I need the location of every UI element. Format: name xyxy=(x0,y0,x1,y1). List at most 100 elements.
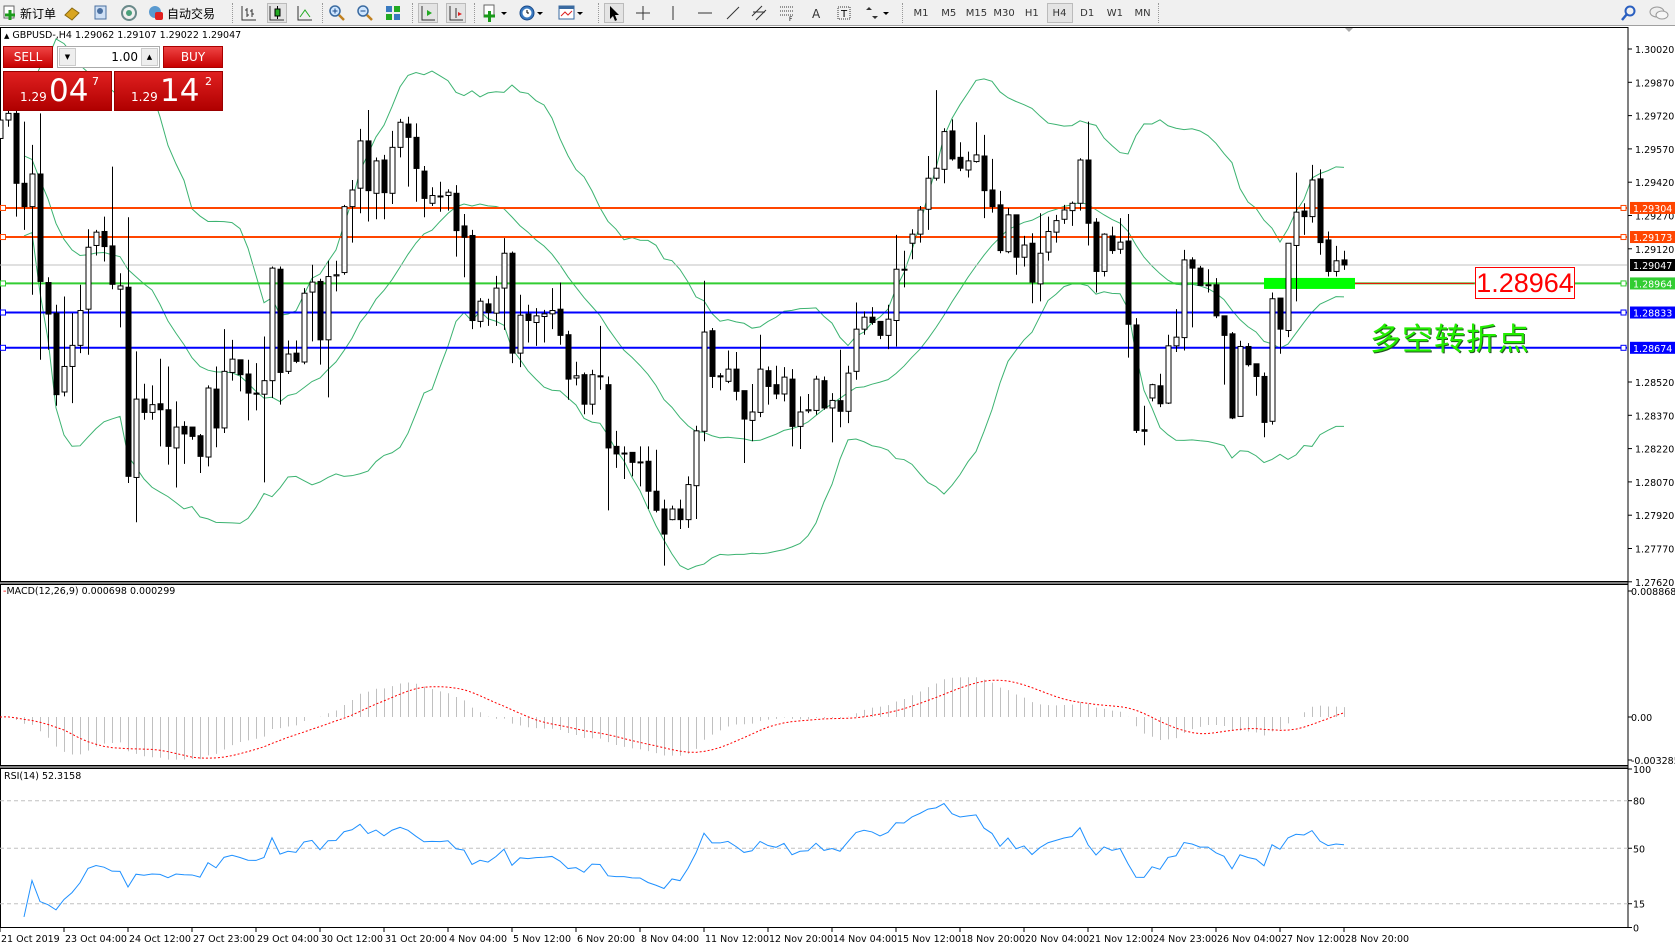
lot-input[interactable] xyxy=(78,48,140,66)
timeframe-h1[interactable]: H1 xyxy=(1024,7,1039,19)
lot-increase-button[interactable]: ▲ xyxy=(141,48,158,66)
crosshair-button[interactable] xyxy=(634,3,652,23)
tile-windows-button[interactable] xyxy=(384,3,402,23)
search-button[interactable] xyxy=(1620,3,1638,23)
candle xyxy=(1181,249,1188,351)
candle-body-bear xyxy=(661,508,668,535)
timeframe-m30[interactable]: M30 xyxy=(993,7,1015,19)
candlestick-icon xyxy=(269,6,284,21)
candle xyxy=(1341,250,1348,270)
timeframe-w1[interactable]: W1 xyxy=(1106,7,1124,19)
x-tick-label: 5 Nov 12:00 xyxy=(513,934,571,945)
candlestick-button[interactable] xyxy=(267,3,287,23)
sell-price-pip: 7 xyxy=(92,75,99,88)
candle-body-bull xyxy=(829,399,836,409)
candle xyxy=(1309,164,1316,223)
chart-shift-button[interactable] xyxy=(446,3,466,23)
candle-body-bear xyxy=(461,225,468,238)
candle xyxy=(13,106,20,217)
x-tick-label: 27 Oct 23:00 xyxy=(193,934,255,945)
candle-body-bull xyxy=(389,146,396,194)
line-anchor-handle[interactable] xyxy=(0,309,6,316)
lot-stepper[interactable]: ▼ ▲ xyxy=(57,46,160,68)
timeframe-mn[interactable]: MN xyxy=(1134,7,1151,19)
candle-body-bull xyxy=(1309,179,1316,218)
arrows-button[interactable] xyxy=(864,3,890,23)
line-anchor-handle[interactable] xyxy=(1620,344,1627,351)
y-tick-label: 1.29870 xyxy=(1635,78,1674,89)
candle xyxy=(269,266,276,398)
bar-chart-button[interactable] xyxy=(240,3,258,23)
line-anchor-handle[interactable] xyxy=(0,234,6,241)
collapse-triangle-icon[interactable]: ▲ xyxy=(4,32,10,40)
candle xyxy=(325,260,332,398)
annotation-text[interactable]: 多空转折点 xyxy=(1370,322,1530,358)
candle-body-bear xyxy=(37,173,44,282)
timeframe-m5[interactable]: M5 xyxy=(941,7,957,19)
horizontal-line-button[interactable] xyxy=(696,3,714,23)
candle xyxy=(301,288,308,365)
candle xyxy=(989,158,996,213)
fibonacci-button[interactable]: F xyxy=(778,3,796,23)
line-anchor-handle[interactable] xyxy=(1620,204,1627,211)
auto-scroll-button[interactable] xyxy=(418,3,438,23)
timeframe-d1[interactable]: D1 xyxy=(1080,7,1095,19)
timeframe-m15[interactable]: M15 xyxy=(965,7,988,19)
line-anchor-handle[interactable] xyxy=(0,280,6,287)
candle xyxy=(1093,218,1100,293)
annotation-price-box[interactable]: 1.28964 xyxy=(1475,267,1575,299)
candle-body-bear xyxy=(181,425,188,435)
timeframe-h4[interactable]: H4 xyxy=(1046,3,1073,23)
indicators-button[interactable] xyxy=(482,3,508,23)
templates-button[interactable] xyxy=(558,3,584,23)
cursor-button[interactable] xyxy=(604,3,624,23)
candle xyxy=(157,358,164,447)
line-anchor-handle[interactable] xyxy=(1620,234,1627,241)
timeframe-m1[interactable]: M1 xyxy=(913,7,929,19)
line-anchor-handle[interactable] xyxy=(1620,309,1627,316)
candle-body-bear xyxy=(197,435,204,457)
candle-body-bull xyxy=(501,252,508,289)
candle-body-bear xyxy=(637,461,644,464)
gold-button[interactable] xyxy=(63,3,81,23)
buy-price[interactable]: 1.29 14 2 xyxy=(114,71,223,111)
chat-icon xyxy=(1649,6,1669,20)
chart-shift-marker-icon[interactable] xyxy=(1345,28,1353,32)
crosshair-icon xyxy=(636,6,650,20)
chat-button[interactable] xyxy=(1648,3,1670,23)
sell-button[interactable]: SELL xyxy=(3,46,53,68)
candle-body-bull xyxy=(1285,242,1292,331)
auto-trading-button[interactable]: 自动交易 xyxy=(147,3,215,23)
line-anchor-handle[interactable] xyxy=(0,204,6,211)
candle xyxy=(1045,216,1052,261)
buy-button[interactable]: BUY xyxy=(163,46,223,68)
line-chart-button[interactable] xyxy=(296,3,314,23)
candle-body-bull xyxy=(341,206,348,274)
sell-price[interactable]: 1.29 04 7 xyxy=(3,71,112,111)
candle xyxy=(1053,214,1060,243)
trendline-button[interactable] xyxy=(724,3,742,23)
zoom-in-button[interactable] xyxy=(328,3,346,23)
new-order-button[interactable]: 新订单 xyxy=(2,3,56,23)
candle xyxy=(941,128,948,184)
signals-button[interactable] xyxy=(120,3,138,23)
text-label-button[interactable]: T xyxy=(836,3,852,23)
current-price-tag-text: 1.29047 xyxy=(1633,261,1672,272)
market-watch-button[interactable] xyxy=(92,3,110,23)
text-button[interactable]: A xyxy=(810,3,824,23)
channel-button[interactable] xyxy=(750,3,768,23)
periods-button[interactable] xyxy=(518,3,544,23)
candle xyxy=(709,328,716,388)
line-anchor-handle[interactable] xyxy=(0,344,6,351)
candle xyxy=(349,179,356,243)
line-anchor-handle[interactable] xyxy=(1620,280,1627,287)
zoom-out-button[interactable] xyxy=(356,3,374,23)
vertical-line-button[interactable] xyxy=(668,3,678,23)
candle-body-bear xyxy=(1261,375,1268,423)
candle-body-bear xyxy=(1317,178,1324,244)
chart-canvas[interactable]: 1.300201.298701.297201.295701.294201.292… xyxy=(0,26,1675,949)
lot-decrease-button[interactable]: ▼ xyxy=(59,48,76,66)
y-tick-label: 1.29720 xyxy=(1635,112,1674,123)
candle-body-bear xyxy=(1197,267,1204,286)
candle-body-bear xyxy=(565,334,572,380)
